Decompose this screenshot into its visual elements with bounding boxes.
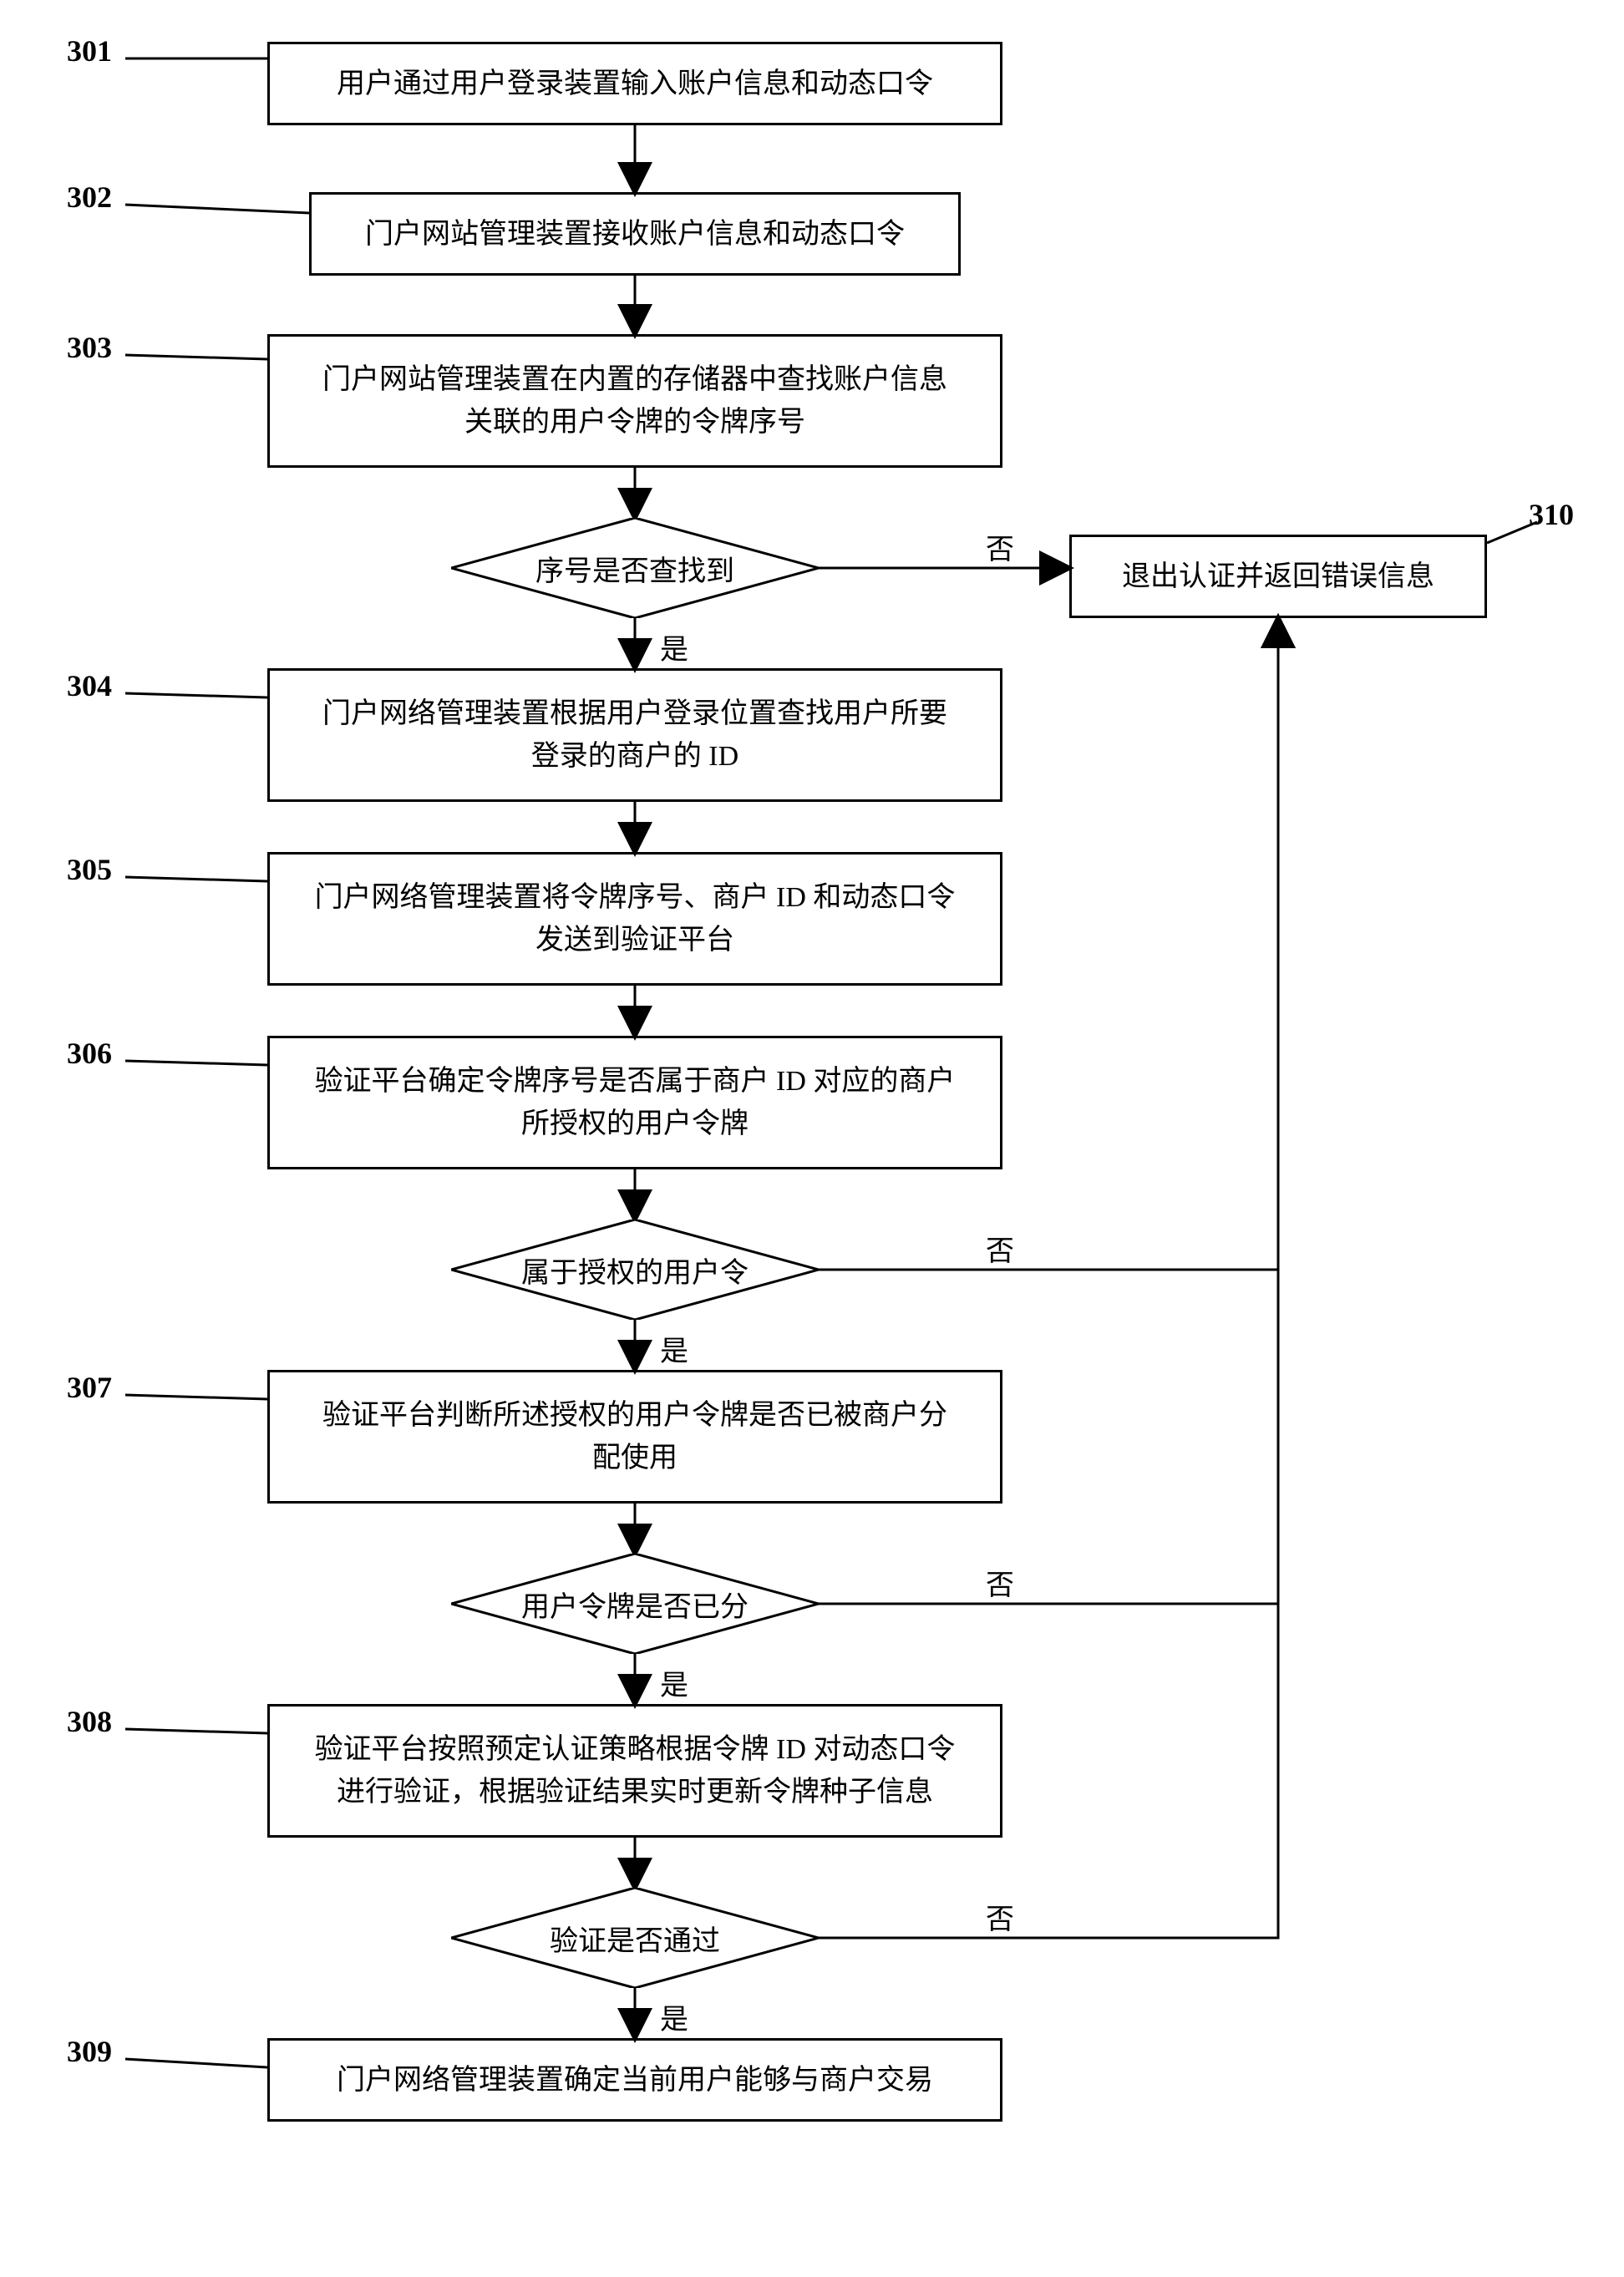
node-text: 门户网站管理装置在内置的存储器中查找账户信息关联的用户令牌的令牌序号 (322, 358, 947, 444)
ref-label-306: 306 (67, 1036, 112, 1071)
flowchart-process-n307: 验证平台判断所述授权的用户令牌是否已被商户分配使用 (267, 1370, 1002, 1504)
decision-text: 验证是否通过 (550, 1918, 720, 1959)
node-text: 验证平台确定令牌序号是否属于商户 ID 对应的商户所授权的用户令牌 (315, 1060, 956, 1145)
flowchart-process-n306: 验证平台确定令牌序号是否属于商户 ID 对应的商户所授权的用户令牌 (267, 1036, 1002, 1169)
decision-text: 属于授权的用户令 (521, 1250, 749, 1291)
flowchart-decision-d2: 属于授权的用户令 (451, 1220, 819, 1320)
flowchart-process-n301: 用户通过用户登录装置输入账户信息和动态口令 (267, 42, 1002, 125)
edge-label-no1: 否 (986, 526, 1014, 567)
ref-label-309: 309 (67, 2034, 112, 2069)
flowchart-decision-d3: 用户令牌是否已分 (451, 1554, 819, 1654)
ref-label-308: 308 (67, 1704, 112, 1739)
edge-label-no3: 否 (986, 1562, 1014, 1603)
ref-label-305: 305 (67, 852, 112, 887)
flowchart-process-n304: 门户网络管理装置根据用户登录位置查找用户所要登录的商户的 ID (267, 668, 1002, 802)
flowchart-decision-d1: 序号是否查找到 (451, 518, 819, 618)
node-text: 用户通过用户登录装置输入账户信息和动态口令 (337, 63, 933, 105)
flowchart-process-n310: 退出认证并返回错误信息 (1069, 535, 1487, 618)
decision-text: 序号是否查找到 (535, 548, 734, 589)
node-text: 验证平台判断所述授权的用户令牌是否已被商户分配使用 (322, 1394, 947, 1479)
flowchart-process-n308: 验证平台按照预定认证策略根据令牌 ID 对动态口令进行验证，根据验证结果实时更新… (267, 1704, 1002, 1838)
node-text: 验证平台按照预定认证策略根据令牌 ID 对动态口令进行验证，根据验证结果实时更新… (315, 1728, 956, 1813)
edge-label-yes2: 是 (660, 1328, 688, 1369)
ref-label-301: 301 (67, 33, 112, 68)
ref-label-310: 310 (1529, 497, 1574, 532)
node-text: 门户网络管理装置将令牌序号、商户 ID 和动态口令发送到验证平台 (315, 876, 956, 961)
flowchart-process-n305: 门户网络管理装置将令牌序号、商户 ID 和动态口令发送到验证平台 (267, 852, 1002, 986)
edge-label-no4: 否 (986, 1896, 1014, 1937)
flowchart-decision-d4: 验证是否通过 (451, 1888, 819, 1988)
flowchart-process-n302: 门户网站管理装置接收账户信息和动态口令 (309, 192, 961, 276)
node-text: 门户网站管理装置接收账户信息和动态口令 (365, 213, 905, 256)
flowchart-process-n303: 门户网站管理装置在内置的存储器中查找账户信息关联的用户令牌的令牌序号 (267, 334, 1002, 468)
node-text: 门户网络管理装置确定当前用户能够与商户交易 (337, 2059, 933, 2102)
node-text: 退出认证并返回错误信息 (1122, 555, 1434, 598)
edge-label-yes3: 是 (660, 1662, 688, 1703)
ref-label-304: 304 (67, 668, 112, 703)
edge-label-no2: 否 (986, 1228, 1014, 1269)
flowchart-process-n309: 门户网络管理装置确定当前用户能够与商户交易 (267, 2038, 1002, 2122)
edge-label-yes4: 是 (660, 1996, 688, 2037)
edge-label-yes1: 是 (660, 626, 688, 667)
ref-label-303: 303 (67, 330, 112, 365)
decision-text: 用户令牌是否已分 (521, 1584, 749, 1625)
ref-label-302: 302 (67, 180, 112, 215)
ref-label-307: 307 (67, 1370, 112, 1405)
node-text: 门户网络管理装置根据用户登录位置查找用户所要登录的商户的 ID (322, 692, 947, 778)
